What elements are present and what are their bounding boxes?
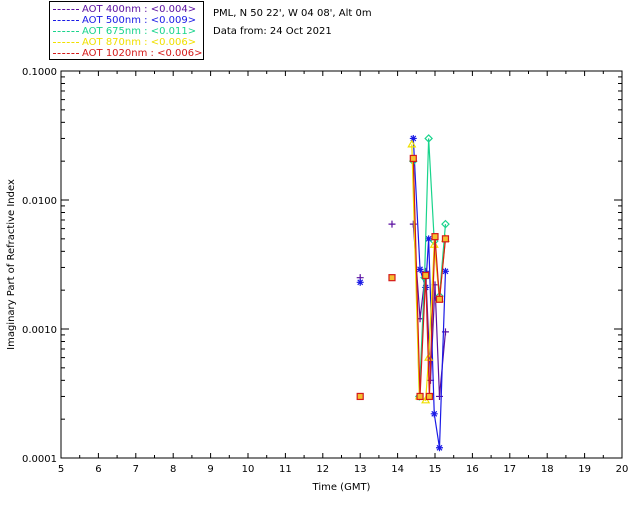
data-point bbox=[416, 392, 424, 401]
x-tick-label: 13 bbox=[354, 464, 367, 475]
legend-item-1020nm: AOT 1020nm : <0.006> bbox=[50, 48, 205, 59]
x-tick-label: 18 bbox=[541, 464, 554, 475]
legend-label: AOT 675nm : <0.011> bbox=[82, 26, 197, 37]
x-tick-label: 15 bbox=[429, 464, 442, 475]
data-point bbox=[425, 392, 433, 401]
x-tick-label: 6 bbox=[95, 464, 101, 475]
data-point bbox=[441, 267, 449, 275]
legend-item-675nm: AOT 675nm : <0.011> bbox=[50, 26, 205, 37]
legend-label: AOT 400nm : <0.004> bbox=[82, 4, 197, 15]
date-info: Data from: 24 Oct 2021 bbox=[213, 26, 332, 37]
data-point bbox=[407, 139, 417, 148]
x-tick-label: 17 bbox=[503, 464, 516, 475]
legend-item-400nm: AOT 400nm : <0.004> bbox=[50, 4, 205, 15]
data-point bbox=[356, 278, 364, 286]
data-point bbox=[422, 271, 430, 280]
data-point bbox=[356, 392, 364, 401]
legend: AOT 400nm : <0.004> AOT 500nm : <0.009> … bbox=[49, 1, 204, 60]
x-tick-label: 7 bbox=[133, 464, 139, 475]
x-tick-label: 14 bbox=[391, 464, 404, 475]
y-tick-label: 0.1000 bbox=[22, 67, 57, 78]
y-tick-label: 0.0001 bbox=[22, 454, 57, 465]
x-tick-label: 11 bbox=[279, 464, 292, 475]
legend-label: AOT 500nm : <0.009> bbox=[82, 15, 197, 26]
data-point bbox=[435, 392, 443, 400]
data-point bbox=[424, 134, 433, 143]
x-tick-label: 12 bbox=[316, 464, 329, 475]
plot-frame bbox=[60, 70, 623, 459]
x-tick-label: 8 bbox=[170, 464, 176, 475]
legend-swatch bbox=[53, 31, 79, 32]
site-info: PML, N 50 22', W 04 08', Alt 0m bbox=[213, 8, 372, 19]
x-tick-label: 9 bbox=[207, 464, 213, 475]
data-point bbox=[388, 220, 396, 228]
data-point bbox=[425, 235, 433, 243]
data-point bbox=[435, 444, 443, 452]
legend-item-870nm: AOT 870nm : <0.006> bbox=[50, 37, 205, 48]
x-axis-label: Time (GMT) bbox=[312, 482, 371, 493]
y-tick-label: 0.0100 bbox=[22, 196, 57, 207]
data-point bbox=[409, 134, 417, 142]
data-point bbox=[416, 265, 424, 273]
y-tick-label: 0.0010 bbox=[22, 325, 57, 336]
data-point bbox=[441, 235, 450, 243]
x-tick-label: 20 bbox=[616, 464, 629, 475]
x-tick-label: 16 bbox=[466, 464, 479, 475]
data-point bbox=[441, 219, 450, 229]
legend-label: AOT 870nm : <0.006> bbox=[82, 37, 197, 48]
y-axis-label: Imaginary Part of Refractive Index bbox=[6, 179, 17, 350]
data-point bbox=[388, 274, 396, 282]
legend-swatch bbox=[53, 42, 79, 43]
data-point bbox=[409, 154, 417, 163]
x-tick-label: 19 bbox=[578, 464, 591, 475]
data-point bbox=[435, 295, 444, 303]
legend-swatch bbox=[53, 53, 79, 54]
data-point bbox=[431, 233, 439, 241]
legend-swatch bbox=[53, 20, 79, 21]
data-point bbox=[430, 410, 438, 418]
legend-swatch bbox=[53, 9, 79, 10]
legend-item-500nm: AOT 500nm : <0.009> bbox=[50, 15, 205, 26]
x-tick-label: 5 bbox=[58, 464, 64, 475]
x-tick-label: 10 bbox=[242, 464, 255, 475]
legend-label: AOT 1020nm : <0.006> bbox=[82, 48, 203, 59]
